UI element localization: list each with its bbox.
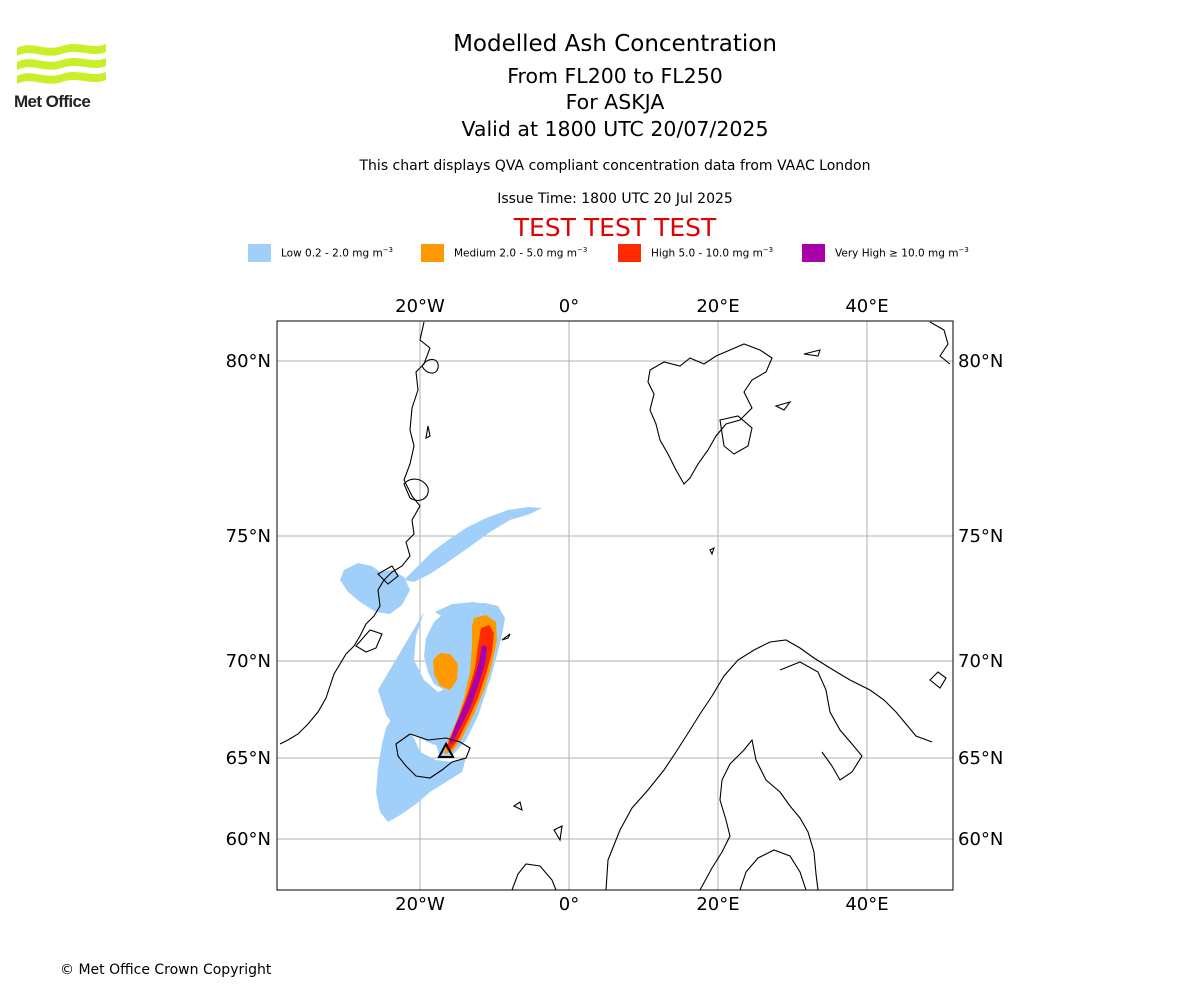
valid-time-subtitle: Valid at 1800 UTC 20/07/2025 bbox=[461, 117, 769, 141]
flight-level-subtitle: From FL200 to FL250 bbox=[507, 64, 723, 88]
lon-tick-label: 20°W bbox=[395, 894, 445, 915]
triangle-marker-icon bbox=[437, 741, 455, 758]
lat-tick-label: 65°N bbox=[958, 748, 1003, 769]
map-frame bbox=[276, 320, 954, 891]
lat-ticks-right: 80°N 75°N 70°N 65°N 60°N bbox=[958, 351, 1003, 850]
lon-tick-label: 0° bbox=[559, 296, 579, 317]
lat-tick-label: 75°N bbox=[958, 526, 1003, 547]
lon-ticks-bottom: 20°W 0° 20°E 40°E bbox=[395, 894, 888, 915]
legend-label: Low 0.2 - 2.0 mg m−3 bbox=[281, 246, 394, 260]
issue-time: Issue Time: 1800 UTC 20 Jul 2025 bbox=[497, 191, 733, 207]
legend: Low 0.2 - 2.0 mg m−3 Medium 2.0 - 5.0 mg… bbox=[248, 243, 1008, 263]
lat-tick-label: 75°N bbox=[226, 526, 271, 547]
lon-tick-label: 40°E bbox=[845, 894, 888, 915]
lat-tick-label: 60°N bbox=[958, 829, 1003, 850]
lon-tick-label: 0° bbox=[559, 894, 579, 915]
lon-tick-label: 40°E bbox=[845, 296, 888, 317]
lat-tick-label: 80°N bbox=[958, 351, 1003, 372]
legend-label: Very High ≥ 10.0 mg m−3 bbox=[835, 246, 969, 260]
lon-tick-label: 20°E bbox=[696, 296, 739, 317]
ash-very-high-concentration bbox=[449, 645, 487, 744]
chart-description: This chart displays QVA compliant concen… bbox=[359, 158, 871, 174]
test-banner: TEST TEST TEST bbox=[513, 213, 717, 242]
lat-tick-label: 65°N bbox=[226, 748, 271, 769]
legend-item-very-high: Very High ≥ 10.0 mg m−3 bbox=[802, 243, 969, 263]
lat-tick-label: 60°N bbox=[226, 829, 271, 850]
legend-swatch bbox=[618, 244, 641, 262]
logo-text: Met Office bbox=[14, 92, 91, 111]
lat-tick-label: 80°N bbox=[226, 351, 271, 372]
volcano-subtitle: For ASKJA bbox=[565, 90, 665, 114]
legend-swatch bbox=[802, 244, 825, 262]
legend-label: Medium 2.0 - 5.0 mg m−3 bbox=[454, 246, 588, 260]
coastlines bbox=[279, 321, 951, 890]
lat-tick-label: 70°N bbox=[958, 651, 1003, 672]
copyright-notice: © Met Office Crown Copyright bbox=[60, 962, 272, 978]
lat-ticks-left: 80°N 75°N 70°N 65°N 60°N bbox=[226, 351, 271, 850]
legend-item-low: Low 0.2 - 2.0 mg m−3 bbox=[248, 243, 393, 263]
lat-tick-label: 70°N bbox=[226, 651, 271, 672]
legend-swatch bbox=[421, 244, 444, 262]
met-office-logo bbox=[17, 44, 106, 84]
lon-tick-label: 20°E bbox=[696, 894, 739, 915]
legend-item-medium: Medium 2.0 - 5.0 mg m−3 bbox=[421, 243, 587, 263]
legend-item-high: High 5.0 - 10.0 mg m−3 bbox=[618, 243, 773, 263]
lon-tick-label: 20°W bbox=[395, 296, 445, 317]
legend-label: High 5.0 - 10.0 mg m−3 bbox=[651, 246, 774, 260]
legend-swatch bbox=[248, 244, 271, 262]
lon-ticks-top: 20°W 0° 20°E 40°E bbox=[395, 296, 888, 317]
chart-title: Modelled Ash Concentration bbox=[453, 31, 777, 57]
